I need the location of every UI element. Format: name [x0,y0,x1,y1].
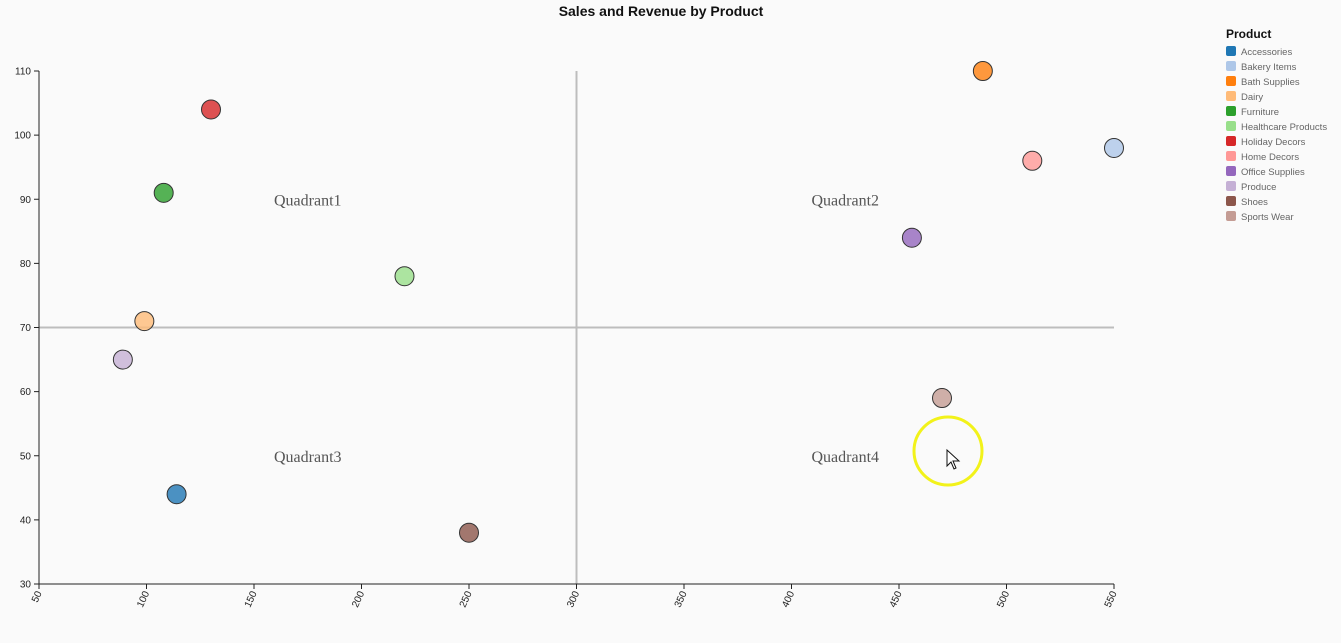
y-tick-label: 30 [20,580,32,591]
y-tick-label: 50 [20,451,32,462]
legend-swatch [1226,211,1236,221]
axes: 30 40 50 60 70 80 90 100 110 50 100 150 200 250 300 350… [14,67,1120,610]
chart-title: Sales and Revenue by Product [559,3,764,19]
data-point [901,227,922,248]
legend-swatch [1226,121,1236,131]
mouse-pointer-icon [946,448,961,470]
legend-item-label: Furniture [1241,107,1279,118]
legend-item-label: Sports Wear [1241,212,1294,223]
legend-item-label: Bakery Items [1241,62,1297,73]
data-point [201,99,221,120]
y-tick-label: 80 [20,259,32,270]
x-tick-label: 150 [243,589,260,609]
legend-swatch [1226,106,1236,116]
legend-item-label: Dairy [1241,92,1263,103]
cursor-highlight [912,415,984,487]
x-tick-label: 50 [30,589,45,604]
y-tick-label: 90 [20,195,32,206]
legend-item-label: Home Decors [1241,152,1299,163]
data-point [112,349,133,370]
cursor-highlight-ring [912,415,984,487]
quadrant-label: Quadrant3 [274,449,342,466]
data-point [1104,137,1124,158]
legend-item-label: Office Supplies [1241,167,1305,178]
legend-swatch [1226,181,1236,191]
y-tick-label: 60 [20,387,32,398]
legend: Product Accessories Bakery Items Bath Supp… [1226,27,1327,223]
data-points [112,61,1124,543]
y-tick-label: 70 [20,323,32,334]
legend-item-label: Produce [1241,182,1276,193]
data-point [459,522,479,543]
y-tick-label: 110 [15,67,31,78]
legend-item-label: Shoes [1241,197,1268,208]
quadrant-label: Quadrant1 [274,192,342,209]
data-point [394,266,415,287]
y-tick-label: 100 [14,131,31,142]
quadrant-label: Quadrant2 [811,192,879,209]
legend-title: Product [1226,27,1271,41]
legend-swatch [1226,151,1236,161]
quadrant-label: Quadrant4 [811,449,879,466]
legend-item-label: Accessories [1241,47,1292,58]
legend-swatch [1226,136,1236,146]
x-tick-label: 500 [995,589,1012,609]
legend-swatch [1226,76,1236,86]
legend-item-label: Bath Supplies [1241,77,1300,88]
x-tick-label: 300 [565,589,582,609]
legend-swatch [1226,61,1236,71]
x-tick-label: 450 [888,589,905,609]
legend-item-label: Holiday Decors [1241,137,1306,148]
x-tick-label: 400 [780,589,797,609]
legend-item-label: Healthcare Products [1241,122,1327,133]
x-tick-label: 550 [1103,589,1120,609]
data-point [166,484,187,505]
x-tick-label: 100 [135,589,152,609]
legend-swatch [1226,46,1236,56]
divider-lines [39,71,1114,584]
legend-swatch [1226,196,1236,206]
x-tick-label: 250 [458,589,475,609]
data-point [134,311,155,332]
x-tick-label: 200 [350,589,367,609]
data-point [1022,150,1043,171]
data-point [153,182,174,203]
x-tick-label: 350 [673,589,690,609]
y-tick-label: 40 [20,515,32,526]
data-point [932,388,952,409]
data-point [972,61,993,81]
legend-swatch [1226,166,1236,176]
legend-swatch [1226,91,1236,101]
quadrant-labels: Quadrant1 Quadrant2 Quadrant3 Quadrant4 [274,192,879,466]
